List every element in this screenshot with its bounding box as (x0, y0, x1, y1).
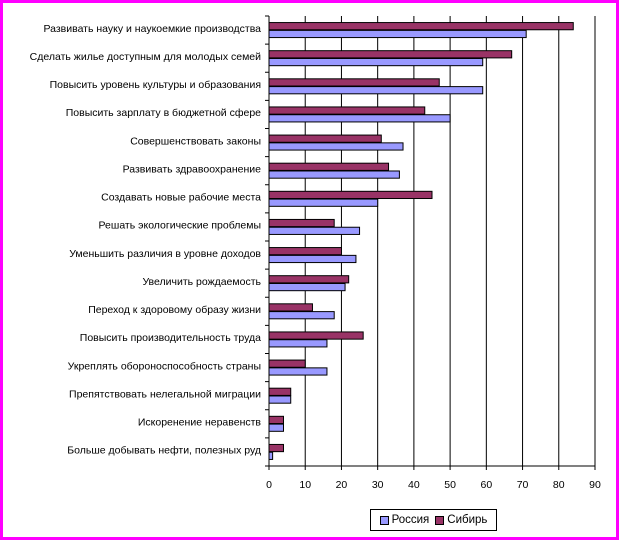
bar-siberia-1 (268, 50, 513, 59)
x-tick-label-80: 80 (553, 479, 565, 491)
category-label-4: Совершенствовать законы (130, 135, 261, 147)
x-tick-label-50: 50 (444, 479, 456, 491)
category-label-3: Повысить зарплату в бюджетной сфере (66, 107, 261, 119)
bar-siberia-15 (268, 443, 284, 453)
category-label-7: Решать экологические проблемы (99, 220, 261, 232)
x-tick-label-30: 30 (372, 479, 384, 491)
bar-russia-13 (268, 395, 292, 404)
bar-siberia-3 (268, 106, 426, 115)
category-label-12: Укреплять обороноспособность страны (68, 360, 261, 372)
category-label-15: Больше добывать нефти, полезных руд (67, 445, 261, 457)
category-label-14: Искоренение неравенств (138, 417, 262, 429)
bar-siberia-8 (268, 247, 342, 256)
bar-siberia-5 (268, 162, 390, 171)
x-tick-label-60: 60 (480, 479, 492, 491)
bar-russia-5 (268, 170, 400, 179)
legend-item-siberia: Сибирь (435, 514, 487, 526)
bar-russia-6 (268, 198, 379, 207)
bar-russia-0 (268, 29, 527, 39)
bar-russia-14 (268, 423, 284, 432)
category-label-9: Увеличить рождаемость (142, 276, 261, 288)
x-tick-labels: 0 10 20 30 40 50 60 70 80 90 (266, 479, 601, 491)
category-label-1: Сделать жилье доступным для молодых семе… (30, 51, 261, 63)
bar-siberia-4 (268, 134, 382, 143)
bar-russia-1 (268, 57, 484, 67)
legend-swatch-russia (379, 515, 389, 525)
x-tick-label-0: 0 (266, 479, 272, 491)
bar-russia-11 (268, 339, 328, 348)
bar-siberia-2 (268, 78, 440, 87)
x-tick-label-90: 90 (589, 479, 601, 491)
x-tick-label-70: 70 (517, 479, 529, 491)
bar-russia-9 (268, 282, 346, 292)
category-label-2: Повысить уровень культуры и образования (50, 79, 261, 91)
legend-label-siberia: Сибирь (447, 514, 488, 526)
category-labels: Развивать науку и наукоемкие производств… (30, 23, 262, 457)
category-label-13: Препятствовать нелегальной миграции (69, 388, 261, 400)
x-tick-label-40: 40 (408, 479, 420, 491)
bar-siberia-14 (268, 415, 284, 425)
legend-label-russia: Россия (391, 514, 430, 526)
bar-russia-12 (268, 367, 328, 376)
bar-siberia-12 (268, 359, 306, 368)
bar-russia-4 (268, 142, 404, 151)
x-tick-label-10: 10 (299, 479, 311, 491)
x-tick-label-20: 20 (336, 479, 348, 491)
category-label-6: Создавать новые рабочие места (101, 192, 261, 204)
bar-siberia-13 (268, 387, 292, 396)
bar-siberia-9 (268, 275, 350, 284)
axes (265, 15, 596, 470)
category-label-5: Развивать здравоохранение (123, 163, 262, 175)
bar-siberia-6 (268, 190, 433, 200)
category-label-8: Уменьшить различия в уровне доходов (69, 248, 261, 260)
bar-siberia-0 (268, 22, 574, 31)
category-label-0: Развивать науку и наукоемкие производств… (43, 23, 261, 35)
bar-russia-7 (268, 226, 361, 235)
bar-siberia-7 (268, 218, 335, 228)
legend: Россия Сибирь (370, 509, 497, 531)
bar-russia-15 (268, 451, 274, 460)
bar-russia-8 (268, 254, 357, 264)
bar-chart: Развивать науку и наукоемкие производств… (30, 15, 601, 491)
legend-item-russia: Россия (379, 514, 430, 526)
legend-swatch-siberia (435, 515, 445, 525)
bar-russia-10 (268, 311, 335, 320)
bar-russia-2 (268, 86, 484, 95)
bar-siberia-10 (268, 303, 313, 312)
category-label-10: Переход к здоровому образу жизни (88, 304, 261, 316)
bars (268, 22, 574, 460)
category-label-11: Повысить производительность труда (80, 332, 261, 344)
bar-siberia-11 (268, 331, 364, 340)
bar-russia-3 (268, 114, 451, 123)
